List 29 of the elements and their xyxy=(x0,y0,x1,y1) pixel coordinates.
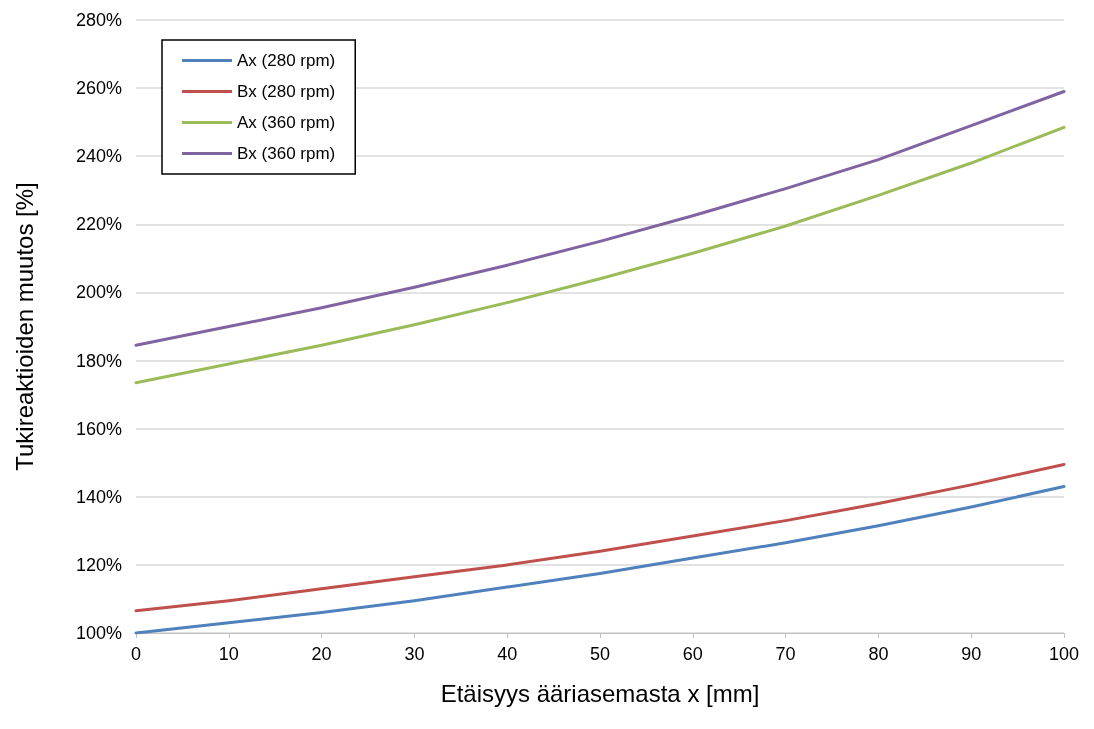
y-tick-label: 240% xyxy=(75,146,122,167)
x-tick-label: 40 xyxy=(497,644,518,664)
legend-label: Bx (360 rpm) xyxy=(237,144,336,163)
y-axis-title: Tukireaktioiden muutos [%] xyxy=(10,182,38,471)
x-tick-label: 0 xyxy=(130,644,142,664)
x-tick-label: 50 xyxy=(589,644,611,664)
y-tick-label: 140% xyxy=(75,486,122,507)
y-tick-label: 120% xyxy=(75,554,122,575)
x-tick-label: 70 xyxy=(775,644,796,664)
legend-label: Ax (360 rpm) xyxy=(237,113,336,132)
line-series xyxy=(134,462,1066,613)
line-series xyxy=(134,485,1066,635)
x-axis-title: Etäisyys ääriasemasta x [mm] xyxy=(440,679,760,707)
legend-label: Bx (280 rpm) xyxy=(237,82,336,101)
y-tick-label: 180% xyxy=(75,350,122,371)
x-tick-label: 100 xyxy=(1048,644,1080,664)
x-tick-label: 80 xyxy=(868,644,889,664)
x-tick-label: 30 xyxy=(404,644,425,664)
x-tick-label: 60 xyxy=(682,644,703,664)
x-tick-label: 10 xyxy=(218,644,239,664)
y-tick-label: 200% xyxy=(75,282,122,303)
y-tick-label: 100% xyxy=(75,623,122,643)
x-tick-label: 20 xyxy=(311,644,332,664)
x-tick-label: 90 xyxy=(961,644,982,664)
y-tick-label: 280% xyxy=(75,10,122,30)
y-tick-label: 160% xyxy=(75,418,122,439)
legend-label: Ax (280 rpm) xyxy=(237,51,336,70)
y-tick-label: 220% xyxy=(75,214,122,235)
y-tick-label: 260% xyxy=(75,78,122,99)
